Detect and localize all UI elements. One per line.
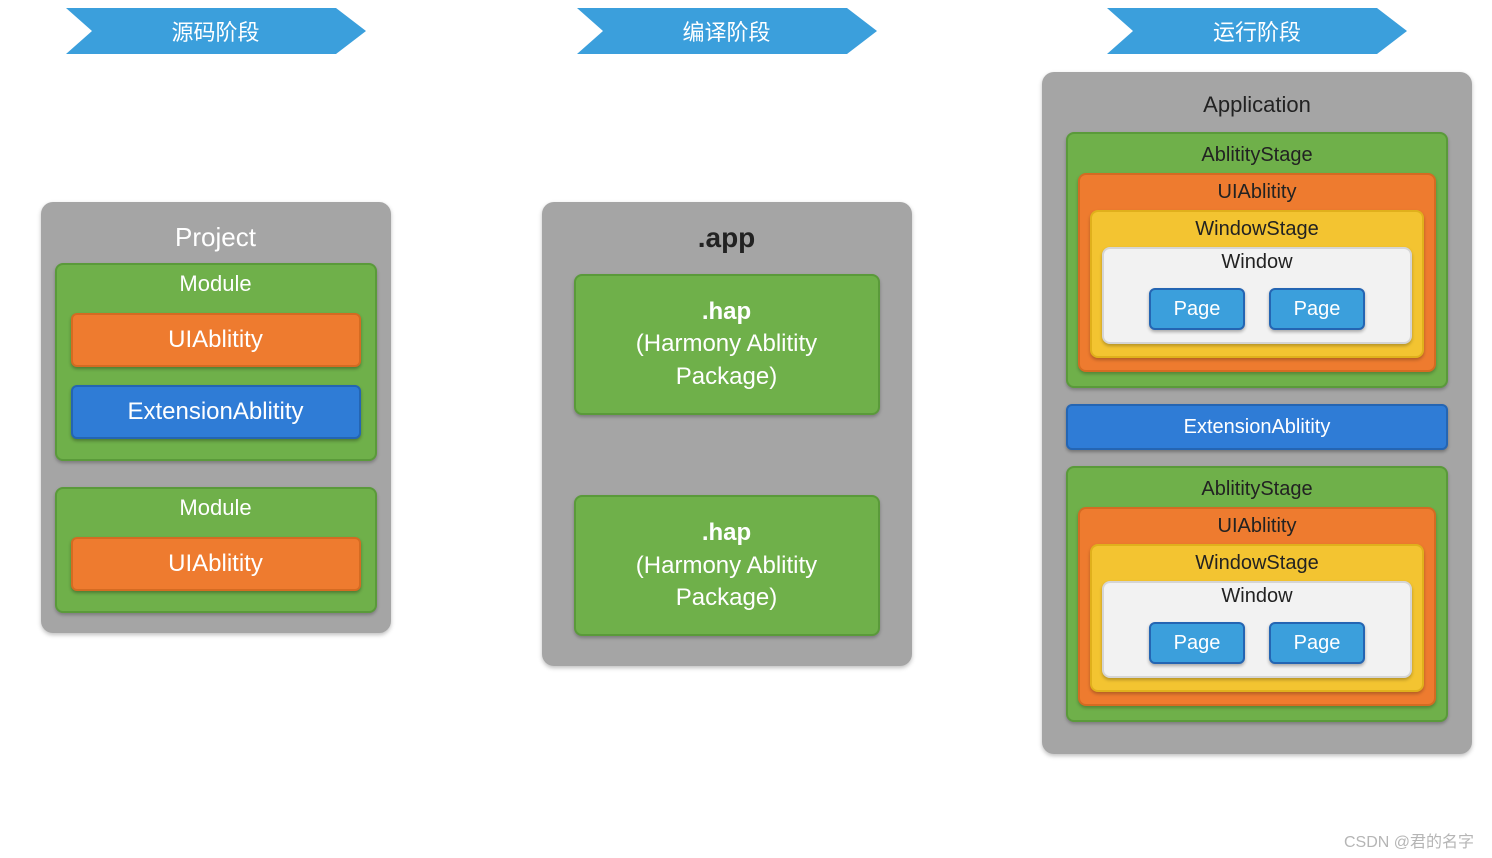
page-label: Page <box>1174 632 1221 655</box>
module-title-2: Module <box>57 489 375 531</box>
page-label: Page <box>1294 298 1341 321</box>
spacer <box>556 415 898 485</box>
uiability-wrap-2: UIAblitity WindowStage Window Page Page <box>1078 507 1436 706</box>
column-runtime: 运行阶段 Application AblitityStage UIAblitit… <box>1042 0 1472 754</box>
page-row-2: Page Page <box>1104 614 1410 676</box>
module-box-2: Module UIAblitity <box>55 487 377 613</box>
ws-title-2: WindowStage <box>1102 550 1412 581</box>
column-source: 源码阶段 Project Module UIAblitity Extension… <box>20 0 411 633</box>
ability-stage-2: AblitityStage UIAblitity WindowStage Win… <box>1066 466 1448 722</box>
page-1b: Page <box>1269 288 1365 330</box>
page-row-1: Page Page <box>1104 280 1410 342</box>
uiability-box-2: UIAblitity <box>71 537 361 591</box>
app-title: .app <box>556 216 898 264</box>
hap-box-1: .hap (Harmony Ablitity Package) <box>574 274 880 415</box>
page-label: Page <box>1294 632 1341 655</box>
page-2b: Page <box>1269 622 1365 664</box>
extension-label: ExtensionAblitity <box>1184 416 1331 439</box>
application-panel: Application AblitityStage UIAblitity Win… <box>1042 72 1472 754</box>
banner-compile-label: 编译阶段 <box>577 8 877 54</box>
page-1a: Page <box>1149 288 1245 330</box>
page-2a: Page <box>1149 622 1245 664</box>
extensionability-box-1: ExtensionAblitity <box>71 385 361 439</box>
module-box-1: Module UIAblitity ExtensionAblitity <box>55 263 377 461</box>
page-label: Page <box>1174 298 1221 321</box>
win-title-2: Window <box>1104 583 1410 614</box>
extensionability-runtime: ExtensionAblitity <box>1066 404 1448 450</box>
hap-box-2: .hap (Harmony Ablitity Package) <box>574 495 880 636</box>
uiability-label: UIAblitity <box>168 326 263 354</box>
stage-title-1: AblitityStage <box>1078 142 1436 173</box>
watermark: CSDN @君的名字 <box>1344 828 1474 852</box>
uiability-wrap-1: UIAblitity WindowStage Window Page Page <box>1078 173 1436 372</box>
app-panel: .app .hap (Harmony Ablitity Package) .ha… <box>542 202 912 666</box>
window-1: Window Page Page <box>1102 247 1412 344</box>
project-panel: Project Module UIAblitity ExtensionAblit… <box>41 202 391 633</box>
hap-title-1: .hap <box>586 296 868 328</box>
hap-sub-1: (Harmony Ablitity Package) <box>586 328 868 393</box>
application-title: Application <box>1056 86 1458 128</box>
hap-sub-2: (Harmony Ablitity Package) <box>586 550 868 615</box>
banner-runtime: 运行阶段 <box>1107 8 1407 54</box>
banner-source: 源码阶段 <box>66 8 366 54</box>
stage-title-2: AblitityStage <box>1078 476 1436 507</box>
hap-title-2: .hap <box>586 517 868 549</box>
win-title-1: Window <box>1104 249 1410 280</box>
windowstage-1: WindowStage Window Page Page <box>1090 210 1424 358</box>
extensionability-label: ExtensionAblitity <box>127 398 303 426</box>
window-2: Window Page Page <box>1102 581 1412 678</box>
ability-stage-1: AblitityStage UIAblitity WindowStage Win… <box>1066 132 1448 388</box>
uiability-title-2: UIAblitity <box>1090 513 1424 544</box>
banner-compile: 编译阶段 <box>577 8 877 54</box>
windowstage-2: WindowStage Window Page Page <box>1090 544 1424 692</box>
banner-runtime-label: 运行阶段 <box>1107 8 1407 54</box>
uiability-box-1: UIAblitity <box>71 313 361 367</box>
project-title: Project <box>55 216 377 263</box>
banner-source-label: 源码阶段 <box>66 8 366 54</box>
uiability-title-1: UIAblitity <box>1090 179 1424 210</box>
ws-title-1: WindowStage <box>1102 216 1412 247</box>
column-compile: 编译阶段 .app .hap (Harmony Ablitity Package… <box>531 0 922 666</box>
uiability-label-2: UIAblitity <box>168 550 263 578</box>
module-title-1: Module <box>57 265 375 307</box>
